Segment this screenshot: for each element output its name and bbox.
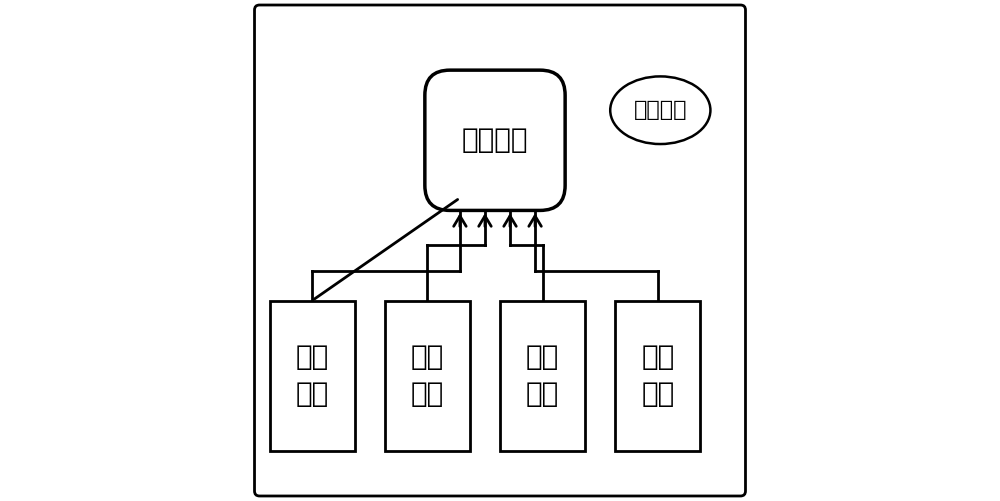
FancyBboxPatch shape	[255, 5, 745, 496]
FancyBboxPatch shape	[425, 70, 565, 210]
Text: 显示
模块: 显示 模块	[296, 343, 329, 408]
Ellipse shape	[610, 76, 710, 144]
FancyBboxPatch shape	[615, 301, 700, 451]
Text: 通信
模块: 通信 模块	[411, 343, 444, 408]
FancyBboxPatch shape	[500, 301, 585, 451]
FancyBboxPatch shape	[270, 301, 355, 451]
Text: 传感
模块: 传感 模块	[526, 343, 559, 408]
FancyBboxPatch shape	[385, 301, 470, 451]
Text: 处理
模块: 处理 模块	[641, 343, 674, 408]
Text: 控制模块: 控制模块	[462, 126, 528, 154]
Text: 车辆终端: 车辆终端	[634, 100, 687, 120]
